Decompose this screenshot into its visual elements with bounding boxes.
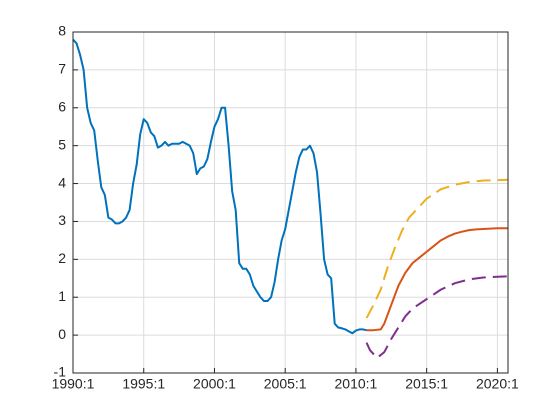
y-tick-label: 5 <box>58 136 66 152</box>
y-tick-label: 6 <box>58 98 66 114</box>
x-tick-label: 2005:1 <box>264 376 307 392</box>
y-tick-label: 8 <box>58 23 66 39</box>
y-tick-label: 4 <box>58 174 66 190</box>
y-tick-label: 0 <box>58 326 66 342</box>
axes-box <box>72 31 509 374</box>
x-tick-label: 1995:1 <box>122 376 165 392</box>
x-tick-label: 2020:1 <box>476 376 519 392</box>
y-tick-label: -1 <box>54 364 67 380</box>
y-tick-label: 7 <box>58 61 66 77</box>
x-tick-label: 2010:1 <box>335 376 378 392</box>
y-tick-label: 1 <box>58 288 66 304</box>
x-tick-label: 2000:1 <box>193 376 236 392</box>
y-tick-label: 2 <box>58 250 66 266</box>
plot-lines <box>72 38 509 359</box>
axes: 1990:1 1995:1 2000:1 2005:1 2010:1 2015:1 2020… <box>52 23 519 392</box>
series-line <box>365 178 509 319</box>
series-line <box>365 275 509 359</box>
series-line <box>72 38 367 335</box>
x-tick-label: 2015:1 <box>405 376 448 392</box>
y-tick-label: 3 <box>58 212 66 228</box>
series-line <box>366 227 508 332</box>
x-tick-label: 1990:1 <box>52 376 95 392</box>
